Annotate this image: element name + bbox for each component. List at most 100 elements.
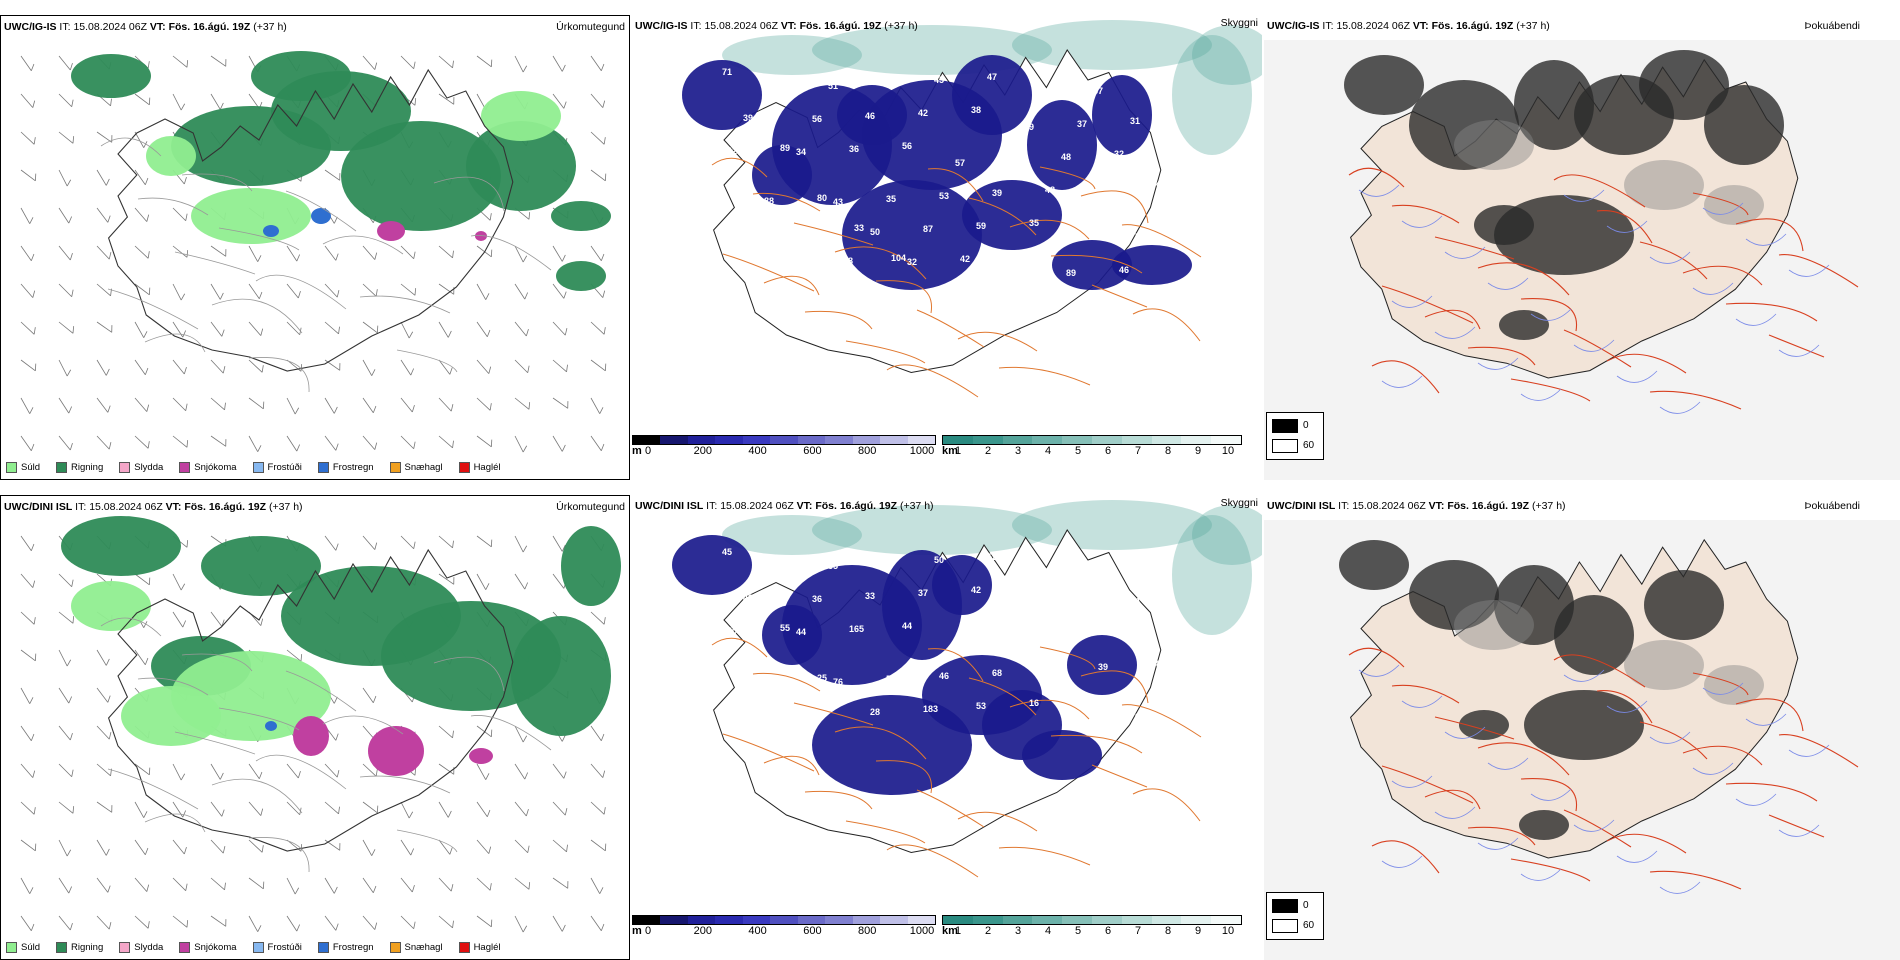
colorbar-segment xyxy=(972,436,1003,444)
visibility-value-label: 39 xyxy=(992,188,1002,198)
wind-barb xyxy=(476,245,493,258)
road xyxy=(1520,298,1578,332)
weather-area xyxy=(812,505,1052,555)
wind-barb xyxy=(362,359,376,376)
panel-variable-name: Úrkomutegund xyxy=(556,501,625,513)
colorbar-segment xyxy=(742,436,771,444)
road xyxy=(875,760,933,794)
visibility-value-label: 52 xyxy=(1156,295,1166,305)
legend-swatch xyxy=(6,942,17,953)
visibility-value-label: 89 xyxy=(1066,268,1076,278)
wind-barb xyxy=(58,131,75,144)
colorbar-tick-label: 800 xyxy=(858,445,877,457)
colorbar-segment xyxy=(1091,916,1122,924)
wind-barb xyxy=(210,801,225,817)
road xyxy=(1348,647,1405,668)
wind-barb xyxy=(324,321,340,335)
wind-barb xyxy=(20,801,36,815)
colorbar-gradient xyxy=(942,915,1242,925)
wind-barb xyxy=(286,245,301,262)
wind-barb xyxy=(248,397,265,410)
wind-barb xyxy=(552,435,566,452)
weather-area xyxy=(265,721,277,731)
road xyxy=(1050,254,1143,274)
visibility-value-label: 68 xyxy=(1151,659,1161,669)
road xyxy=(804,310,873,330)
visibility-value-label: 55 xyxy=(775,84,785,94)
wind-barb xyxy=(134,359,149,375)
visibility-value-label: 32 xyxy=(1114,149,1124,159)
road xyxy=(285,190,357,232)
road xyxy=(1553,654,1646,688)
legend-swatch xyxy=(317,942,329,953)
road xyxy=(1477,742,1570,776)
road xyxy=(107,288,199,330)
wind-barb xyxy=(400,397,415,413)
wind-barb xyxy=(20,359,37,372)
wind-barb xyxy=(58,359,72,377)
weather-area xyxy=(1339,540,1409,590)
visibility-value-label: 53 xyxy=(1050,301,1060,311)
colorbar-unit: m xyxy=(632,445,642,457)
weather-area xyxy=(932,555,992,615)
legend-item: Haglél xyxy=(458,462,501,473)
wind-barb xyxy=(324,283,340,298)
wind-barb xyxy=(590,839,607,852)
colorbar-tick-label: 4 xyxy=(1044,445,1052,457)
wind-barb xyxy=(248,245,262,262)
road xyxy=(144,333,206,353)
road xyxy=(875,280,933,314)
road xyxy=(1639,721,1708,760)
wind-barb xyxy=(20,611,36,625)
river xyxy=(1745,233,1787,246)
panel-title: UWC/IG-IS IT: 15.08.2024 06Z VT: Fös. 16… xyxy=(1267,20,1550,32)
weather-area xyxy=(61,516,181,576)
road xyxy=(1692,672,1749,696)
road xyxy=(722,733,815,772)
visibility-value-label: 36 xyxy=(1024,602,1034,612)
wind-barb xyxy=(324,915,339,931)
road xyxy=(1639,241,1708,280)
wind-barb xyxy=(324,397,338,414)
wind-barb xyxy=(552,763,567,779)
wind-barb xyxy=(58,435,73,451)
road xyxy=(834,246,927,280)
wind-barb xyxy=(58,725,73,741)
visibility-value-label: 16 xyxy=(1029,698,1039,708)
wind-barb xyxy=(400,915,416,930)
visibility-value-label: 36 xyxy=(812,594,822,604)
river xyxy=(1616,850,1658,863)
road xyxy=(1596,690,1653,724)
wind-barb xyxy=(210,93,224,110)
wind-barb xyxy=(590,321,606,335)
visibility-value-label: 37 xyxy=(748,709,758,719)
colorbar-tick-label: 400 xyxy=(748,925,767,937)
road xyxy=(255,754,347,790)
weather-area xyxy=(201,536,321,596)
wind-barb xyxy=(514,801,529,817)
colorbar-segment xyxy=(1151,916,1182,924)
road xyxy=(1649,870,1742,890)
wind-barb xyxy=(248,839,264,853)
wind-barb xyxy=(58,801,75,814)
river xyxy=(1444,726,1486,739)
colorbar-segment xyxy=(1151,436,1182,444)
visibility-value-label: 33 xyxy=(865,591,875,601)
road xyxy=(793,702,874,726)
wind-barb xyxy=(400,55,416,70)
visibility-value-label: 278 xyxy=(838,256,853,266)
wind-barb xyxy=(172,359,187,375)
wind-barb xyxy=(96,321,113,333)
visibility-value-label: 39 xyxy=(1146,563,1156,573)
wind-barb xyxy=(362,245,378,260)
road xyxy=(1434,236,1515,260)
panel-variable-name: Úrkomutegund xyxy=(556,21,625,33)
legend-swatch-white xyxy=(1272,439,1298,453)
weather-area xyxy=(837,85,907,145)
wind-barb xyxy=(590,877,604,894)
visibility-value-label: 42 xyxy=(1098,182,1108,192)
river xyxy=(1520,868,1562,881)
road xyxy=(1467,346,1536,366)
colorbar-tick-label: 1000 xyxy=(909,925,935,937)
river xyxy=(1659,401,1701,414)
